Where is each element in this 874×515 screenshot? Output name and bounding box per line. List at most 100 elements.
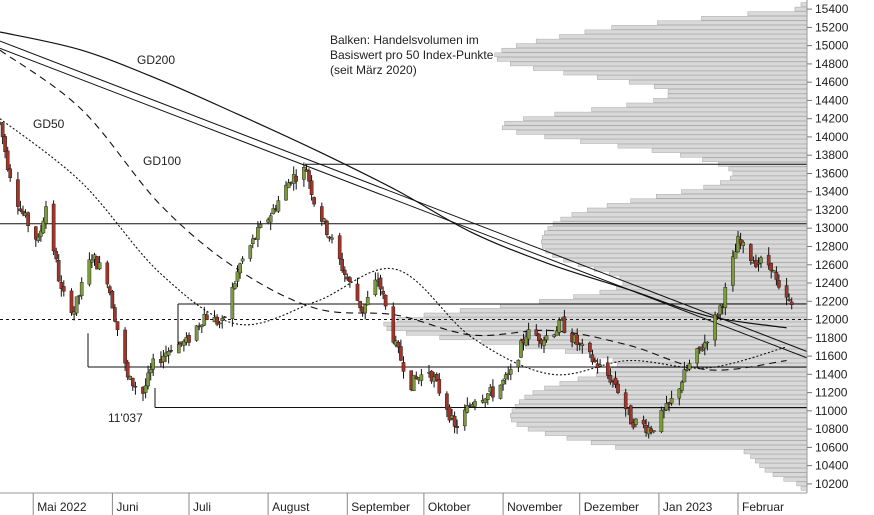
candle-up [250,238,255,245]
volume-note-line-1: Balken: Handelsvolumen im [330,33,479,47]
candle-down [562,316,567,333]
volume-bar [532,390,808,395]
candle-down [130,377,135,387]
trendline [0,40,808,352]
candle-up [682,369,687,383]
volume-profile [383,2,808,491]
y-tick-label: 10400 [815,459,849,473]
candle-up [217,322,222,325]
y-tick-label: 12000 [815,313,849,327]
volume-bar [501,47,808,53]
volume-bar [459,308,808,313]
candle-down [593,359,597,362]
x-tick-label: Dezember [584,500,639,514]
volume-bar [611,25,808,30]
volume-bar [541,244,808,249]
candle-down [766,254,771,266]
volume-bar [615,445,808,450]
candle-down [381,290,385,295]
candle-up [557,320,562,333]
candle-down [396,342,401,348]
volume-bar [701,16,808,21]
candle-up [220,318,225,321]
support-resistance-levels [0,163,807,408]
y-tick-label: 11000 [815,404,848,418]
candle-up [286,182,291,189]
y-tick-label: 14200 [815,112,849,126]
candle-up [526,329,531,340]
ma-label-gd200: GD200 [137,53,175,67]
candle-up [503,374,508,380]
candle-down [309,180,314,195]
volume-bar [533,66,808,71]
volume-bar [580,139,808,144]
candle-up [772,270,776,273]
volume-bar [630,198,808,204]
candle-down [205,314,209,320]
candle-up [143,385,148,393]
volume-bar [584,29,808,35]
volume-bar [732,171,808,176]
candle-down [294,175,299,182]
volume-bar [750,454,808,459]
volume-bar [606,203,808,208]
candle-up [302,166,306,180]
candle-up [723,287,728,308]
volume-bar [541,235,808,240]
candle-down [3,136,7,152]
candle-up [363,304,368,314]
candle-up [411,374,416,392]
y-tick-label: 11400 [815,367,848,381]
candle-down [21,210,25,215]
candle-down [343,269,347,275]
candle-down [105,262,110,285]
y-tick-label: 12600 [815,258,849,272]
candle-down [606,362,610,376]
volume-bar [729,175,808,181]
candle-down [577,342,582,345]
candle-down [34,226,38,240]
candle-down [340,258,345,271]
candle-down [447,406,452,421]
candle-down [125,361,130,378]
candle-down [738,238,743,245]
volume-bar [595,372,808,377]
candle-up [41,220,46,234]
candle-up [182,340,186,346]
ma-label-gd100: GD100 [143,154,181,168]
candle-down [348,277,352,283]
candle-down [115,321,120,330]
y-tick-label: 13400 [815,185,849,199]
y-tick-label: 13800 [815,148,849,162]
volume-bar [764,467,808,473]
volume-bar [747,11,808,16]
candle-down [54,251,58,260]
candle-down [588,342,592,353]
candle-up [256,227,260,240]
volume-bar [501,125,808,131]
volume-bar [544,431,808,436]
candle-down [327,236,332,239]
candle-up [659,410,664,432]
candle-up [669,398,674,404]
y-tick-label: 11200 [815,386,848,400]
candle-down [169,350,173,352]
volume-bar [565,349,808,354]
volume-bar [728,166,808,172]
candle-up [733,251,738,259]
candle-down [187,335,191,343]
candle-up [634,418,638,425]
candle-up [36,236,41,241]
y-tick-label: 14600 [815,75,849,89]
volume-bar [800,486,808,491]
x-tick-label: November [507,500,562,514]
volume-bar [563,70,808,76]
volume-note-line-3: (seit März 2020) [330,63,417,77]
candle-down [414,376,419,379]
candle-down [434,374,439,381]
candle-up [276,200,281,212]
candle-up [258,224,263,228]
volume-bar [587,207,808,213]
candle-down [62,286,66,292]
candle-up [598,364,602,367]
